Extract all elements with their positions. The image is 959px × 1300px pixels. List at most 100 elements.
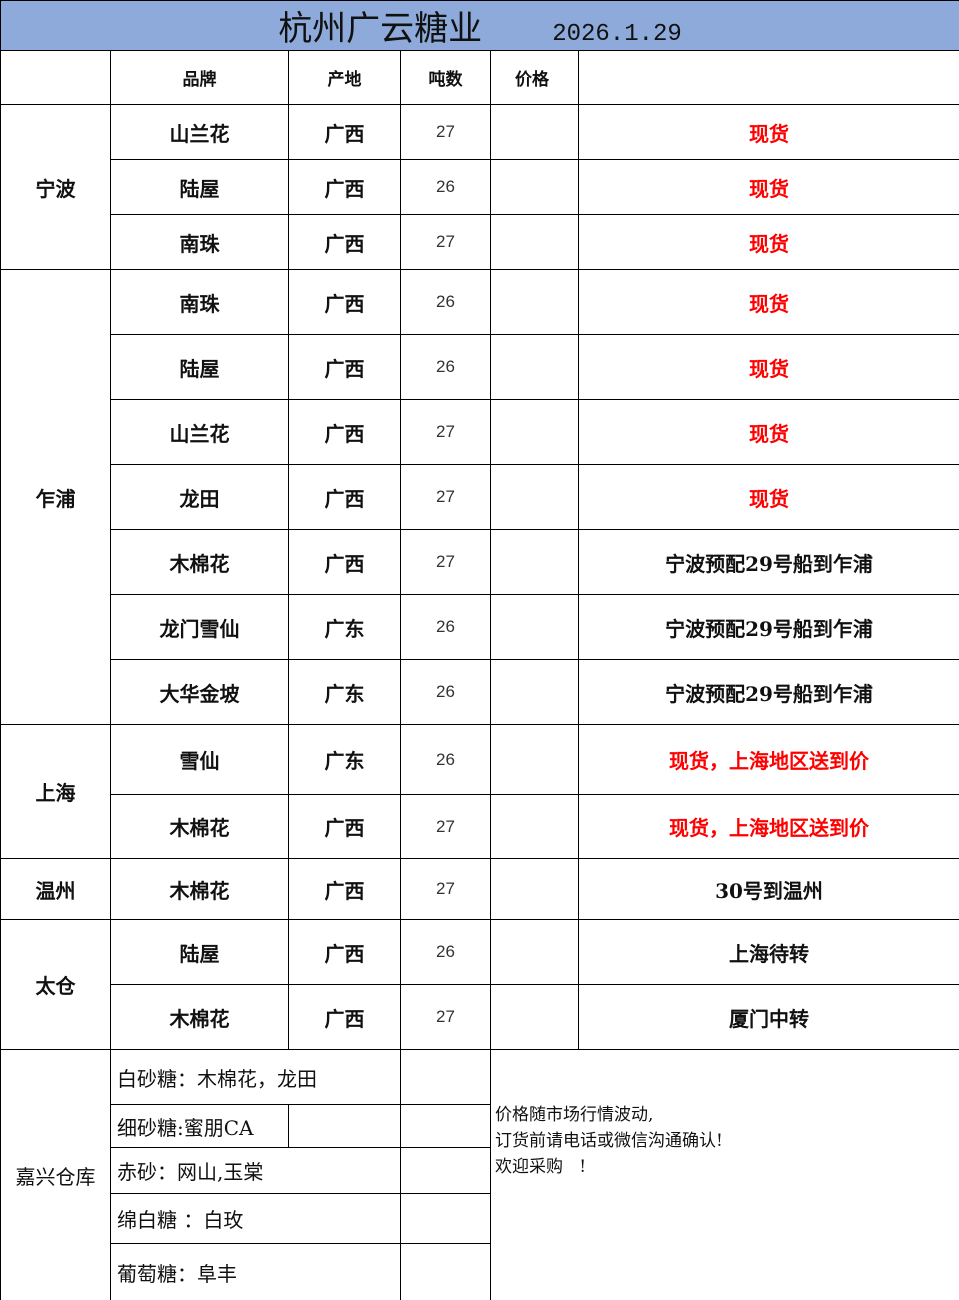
tons-cell: 27 <box>400 529 491 595</box>
price-cell <box>490 794 579 859</box>
header-origin: 产地 <box>288 50 401 105</box>
tons-cell: 26 <box>400 724 491 795</box>
note-cell: 宁波预配29号船到乍浦 <box>578 594 959 660</box>
origin-cell: 广东 <box>288 659 401 725</box>
origin-cell: 广西 <box>288 159 401 215</box>
table-row: 陆屋 广西 26 现货 <box>1 334 959 400</box>
table-row: 上海 雪仙 广东 26 现货，上海地区送到价 <box>0 724 959 859</box>
table-row: 南珠 广西 27 现货 <box>1 214 959 270</box>
brand-cell: 木棉花 <box>110 794 289 859</box>
note-cell: 厦门中转 <box>578 984 959 1050</box>
brand-cell: 木棉花 <box>110 858 289 920</box>
tons-cell: 26 <box>400 269 491 335</box>
empty-cell <box>400 1193 491 1244</box>
note-cell: 宁波预配29号船到乍浦 <box>578 529 959 595</box>
table-row: 太仓 陆屋 广西 26 上海待转 <box>0 919 959 1050</box>
title-bar: 杭州广云糖业 2026.1.29 <box>0 0 959 51</box>
brand-cell: 木棉花 <box>110 984 289 1050</box>
origin-cell: 广西 <box>288 858 401 920</box>
note-cell: 现货，上海地区送到价 <box>578 724 959 795</box>
note-cell: 现货 <box>578 269 959 335</box>
empty-cell <box>288 1104 401 1148</box>
brand-cell: 木棉花 <box>110 529 289 595</box>
tons-cell: 27 <box>400 858 491 920</box>
origin-cell: 广西 <box>288 104 401 160</box>
brand-cell: 大华金坡 <box>110 659 289 725</box>
origin-cell: 广西 <box>288 794 401 859</box>
empty-cell <box>400 1049 491 1105</box>
table-row: 龙田 广西 27 现货 <box>1 464 959 530</box>
tons-cell: 27 <box>400 399 491 465</box>
price-cell <box>490 159 579 215</box>
warehouse-row: 绵白糖 ：白玫 <box>1 1193 959 1244</box>
tons-cell: 26 <box>400 334 491 400</box>
note-cell: 现货 <box>578 159 959 215</box>
location-cell: 太仓 <box>0 919 111 1050</box>
table-row: 山兰花 广西 27 现货 <box>1 399 959 465</box>
empty-cell <box>400 1104 491 1148</box>
brand-cell: 雪仙 <box>110 724 289 795</box>
brand-cell: 南珠 <box>110 269 289 335</box>
tons-cell: 27 <box>400 214 491 270</box>
table-row: 乍浦 南珠 广西 26 现货 <box>0 269 959 725</box>
product-item: 绵白糖 ：白玫 <box>110 1193 401 1244</box>
price-cell <box>490 269 579 335</box>
tons-cell: 27 <box>400 984 491 1050</box>
note-cell: 上海待转 <box>578 919 959 985</box>
header-note <box>578 50 959 105</box>
origin-cell: 广西 <box>288 984 401 1050</box>
brand-cell: 陆屋 <box>110 334 289 400</box>
brand-cell: 龙门雪仙 <box>110 594 289 660</box>
origin-cell: 广西 <box>288 529 401 595</box>
price-cell <box>490 529 579 595</box>
note-cell: 宁波预配29号船到乍浦 <box>578 659 959 725</box>
brand-cell: 南珠 <box>110 214 289 270</box>
table-row: 木棉花 广西 27 现货，上海地区送到价 <box>1 794 959 859</box>
tons-cell: 26 <box>400 594 491 660</box>
tons-cell: 27 <box>400 464 491 530</box>
price-cell <box>490 399 579 465</box>
product-item: 白砂糖：木棉花，龙田 <box>110 1049 401 1105</box>
table-row: 大华金坡 广东 26 宁波预配29号船到乍浦 <box>1 659 959 725</box>
price-cell <box>490 104 579 160</box>
origin-cell: 广东 <box>288 594 401 660</box>
notice-text: 价格随市场行情波动, 订货前请电话或微信沟通确认! 欢迎采购 ! <box>490 1049 959 1300</box>
table-row: 木棉花 广西 27 厦门中转 <box>1 984 959 1050</box>
note-cell: 现货，上海地区送到价 <box>578 794 959 859</box>
table-row: 宁波 山兰花 广西 27 现货 <box>0 104 959 270</box>
note-cell: 现货 <box>578 399 959 465</box>
location-cell: 宁波 <box>0 104 111 270</box>
column-headers: 品牌 产地 吨数 价格 <box>0 50 959 105</box>
price-cell <box>490 594 579 660</box>
company-title: 杭州广云糖业 <box>278 9 483 49</box>
table-row: 温州 木棉花 广西 27 30号到温州 <box>0 858 959 920</box>
warehouse-row: 葡萄糖：阜丰 <box>1 1243 959 1300</box>
origin-cell: 广西 <box>288 919 401 985</box>
price-cell <box>490 858 579 920</box>
product-item: 细砂糖:蜜朋CA <box>110 1104 289 1148</box>
brand-cell: 山兰花 <box>110 399 289 465</box>
product-item: 赤砂：网山,玉棠 <box>110 1147 401 1194</box>
location-cell: 乍浦 <box>0 269 111 725</box>
location-cell: 上海 <box>0 724 111 859</box>
note-cell: 30号到温州 <box>578 858 959 920</box>
empty-cell <box>400 1243 491 1300</box>
note-cell: 现货 <box>578 464 959 530</box>
price-cell <box>490 659 579 725</box>
note-cell: 现货 <box>578 334 959 400</box>
origin-cell: 广西 <box>288 464 401 530</box>
warehouse-row: 嘉兴仓库 白砂糖：木棉花，龙田 价格随市场行情波动, 订货前请电话或微信沟通确认! … <box>0 1049 959 1300</box>
tons-cell: 26 <box>400 919 491 985</box>
price-cell <box>490 984 579 1050</box>
brand-cell: 龙田 <box>110 464 289 530</box>
note-cell: 现货 <box>578 104 959 160</box>
brand-cell: 陆屋 <box>110 159 289 215</box>
product-item: 葡萄糖：阜丰 <box>110 1243 401 1300</box>
header-location <box>0 50 111 105</box>
header-brand: 品牌 <box>110 50 289 105</box>
tons-cell: 27 <box>400 104 491 160</box>
tons-cell: 27 <box>400 794 491 859</box>
header-price: 价格 <box>490 50 579 105</box>
